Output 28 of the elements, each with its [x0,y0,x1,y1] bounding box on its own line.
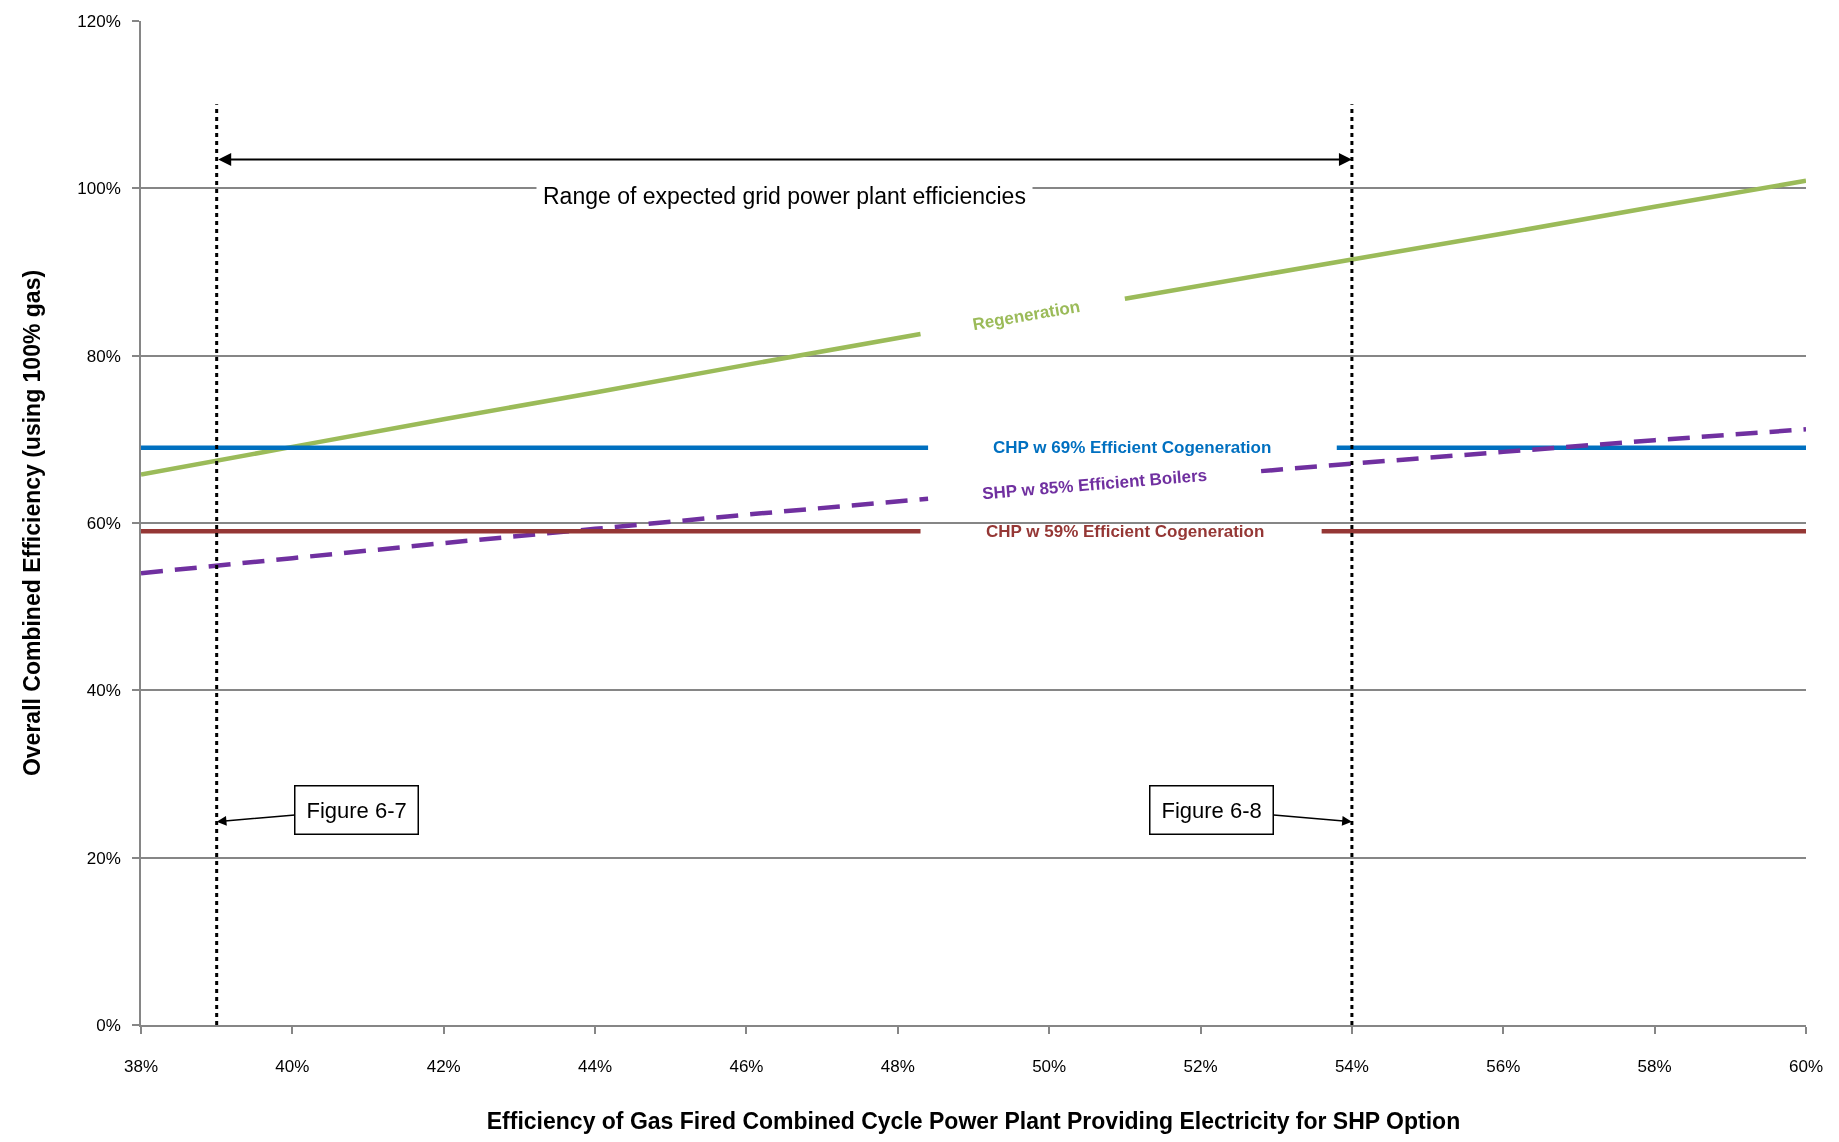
x-axis-title: Efficiency of Gas Fired Combined Cycle Power Plant Providing Electricity for SHP Option [486,1108,1461,1135]
x-tick-label: 54% [1334,1057,1369,1077]
y-tick-label: 80% [86,346,121,366]
x-tick-label: 50% [1032,1057,1067,1077]
x-tick-label: 46% [729,1057,764,1077]
y-tick-label: 60% [86,513,121,533]
y-axis-title: Overall Combined Efficiency (using 100% gas) [19,269,46,777]
text: SHP w 85% Efficient Boilers [981,465,1208,504]
x-tick-label: 48% [880,1057,915,1077]
x-tick-label: 42% [426,1057,461,1077]
x-tick-label: 44% [578,1057,613,1077]
x-tick-label: 56% [1486,1057,1521,1077]
y-tick-label: 100% [77,179,121,199]
text: Regeneration [971,296,1082,335]
x-tick-label: 58% [1637,1057,1672,1077]
annotation: Range of expected grid power plant efficiencies [543,183,1026,209]
ref-line-label: Figure 6-8 [1161,797,1262,823]
x-tick-label: 40% [275,1057,310,1077]
ref-line-label: Figure 6-7 [306,797,407,823]
x-tick-label: 52% [1183,1057,1218,1077]
text: CHP w 69% Efficient Cogeneration [993,438,1272,457]
x-tick-label: 60% [1788,1057,1824,1077]
y-tick-label: 120% [77,11,121,31]
y-tick-label: 40% [86,681,121,701]
x-tick-label: 38% [123,1057,159,1077]
y-tick-label: 20% [86,848,121,868]
text: CHP w 59% Efficient Cogeneration [986,522,1265,541]
y-tick-label: 0% [96,1015,121,1035]
